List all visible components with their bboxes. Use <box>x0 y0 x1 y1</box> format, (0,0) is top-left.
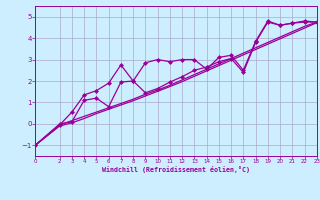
X-axis label: Windchill (Refroidissement éolien,°C): Windchill (Refroidissement éolien,°C) <box>102 166 250 173</box>
